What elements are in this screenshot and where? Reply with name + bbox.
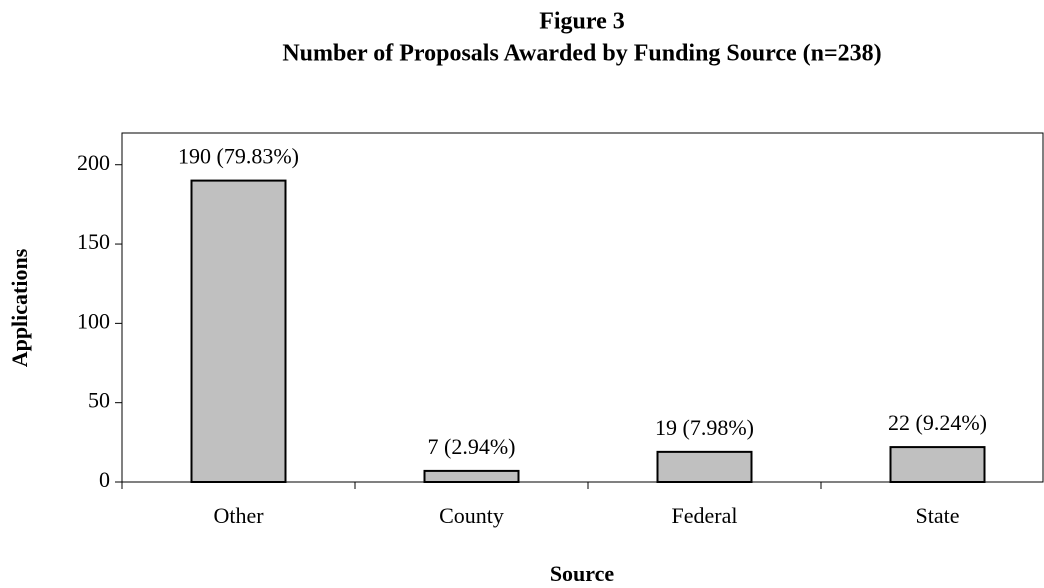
- data-label: 19 (7.98%): [655, 415, 754, 440]
- y-tick-label: 200: [77, 150, 110, 175]
- y-tick-label: 50: [88, 388, 110, 413]
- x-axis-title: Source: [550, 561, 615, 586]
- y-tick-label: 0: [99, 467, 110, 492]
- y-axis-title: Applications: [7, 248, 32, 367]
- data-label: 190 (79.83%): [178, 144, 299, 169]
- bar: [656, 450, 753, 484]
- chart-subtitle: Number of Proposals Awarded by Funding S…: [282, 41, 881, 67]
- x-tick-label: County: [439, 503, 504, 528]
- data-label: 7 (2.94%): [428, 434, 516, 459]
- x-tick-label: Federal: [672, 503, 738, 528]
- x-tick-label: Other: [213, 503, 264, 528]
- data-label: 22 (9.24%): [888, 410, 987, 435]
- bar: [423, 469, 520, 483]
- chart-title: Figure 3: [539, 9, 625, 35]
- x-tick-label: State: [916, 503, 960, 528]
- y-tick-label: 100: [77, 308, 110, 333]
- plot-frame: [121, 132, 1044, 483]
- y-tick-label: 150: [77, 229, 110, 254]
- bar: [889, 446, 986, 484]
- bar: [190, 179, 287, 483]
